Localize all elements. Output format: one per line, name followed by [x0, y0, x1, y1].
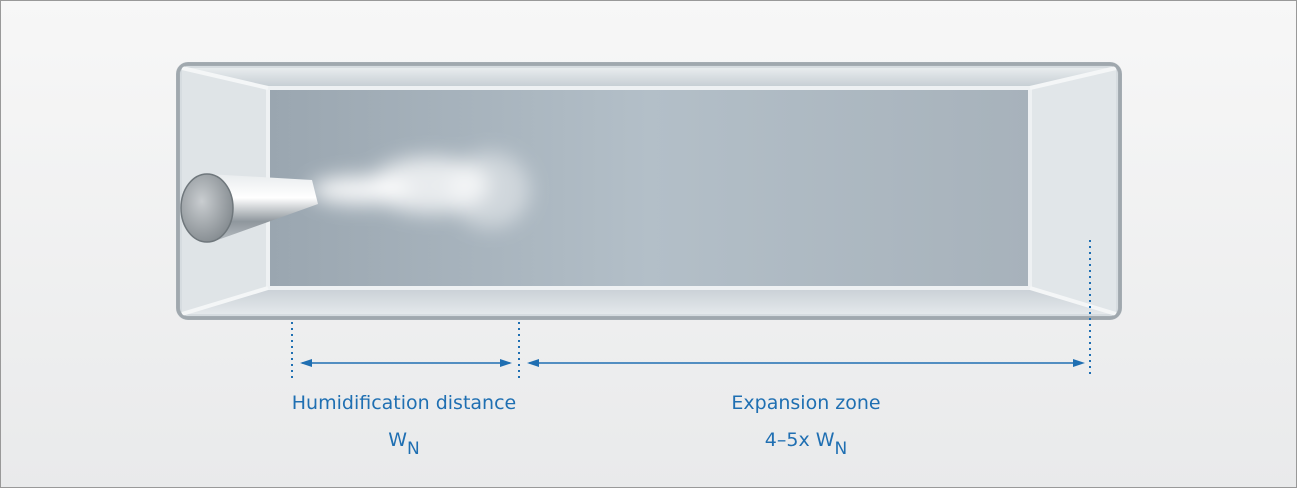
symbol: W [388, 429, 407, 451]
zone-label: Humidification distance [292, 392, 516, 414]
subscript: N [835, 439, 848, 459]
subscript: N [407, 439, 420, 459]
zone-label: Expansion zone [731, 392, 880, 414]
steam-pipe [180, 173, 318, 243]
symbol: W [816, 429, 835, 451]
zone-symbol: WN [388, 429, 420, 459]
prefix: 4–5x [765, 429, 810, 451]
zone-symbol: 4–5x WN [765, 429, 847, 459]
duct [176, 62, 1122, 320]
dimensions [291, 240, 1091, 378]
mist [310, 152, 530, 228]
